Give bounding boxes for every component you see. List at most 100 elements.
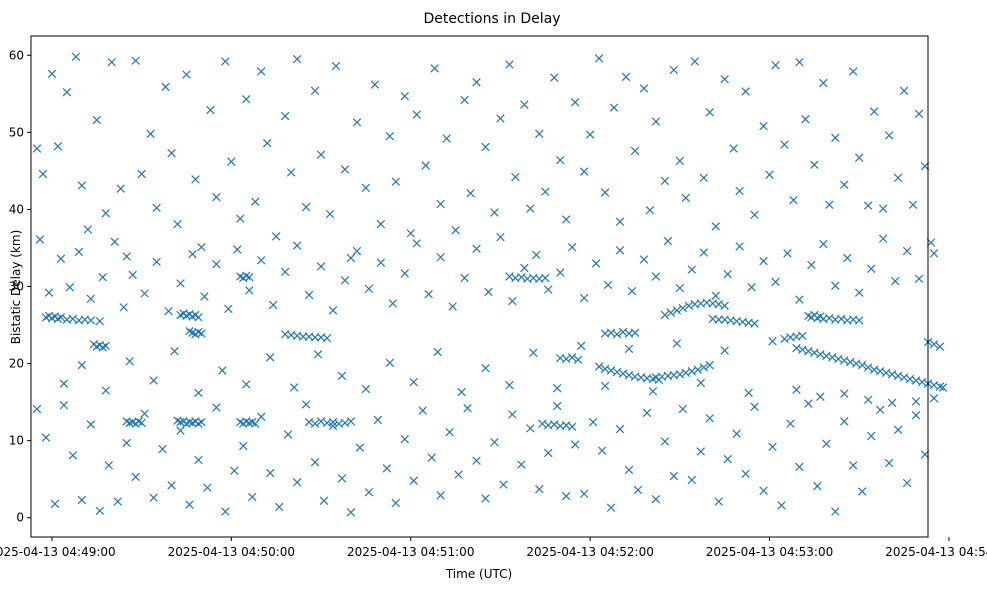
data-point: [38, 169, 48, 179]
data-point: [887, 370, 897, 379]
data-point: [526, 424, 535, 433]
data-point: [911, 376, 921, 385]
data-point: [759, 486, 768, 495]
data-point: [630, 328, 640, 337]
data-point: [472, 244, 481, 253]
data-point: [77, 181, 87, 190]
data-point: [672, 339, 682, 348]
data-point: [265, 353, 275, 362]
data-point: [720, 301, 729, 310]
data-point: [561, 491, 571, 501]
data-point: [454, 470, 463, 479]
data-point: [615, 424, 625, 434]
data-point: [212, 259, 221, 269]
data-point: [310, 333, 320, 342]
data-point: [520, 100, 529, 109]
data-point: [600, 381, 610, 391]
data-point: [472, 456, 481, 465]
data-point: [203, 483, 212, 492]
data-point: [257, 412, 266, 421]
data-point: [780, 334, 789, 344]
data-point: [161, 82, 170, 92]
data-point: [101, 386, 110, 395]
data-point: [905, 374, 915, 384]
data-point: [212, 192, 221, 202]
data-point: [759, 256, 768, 266]
data-point: [893, 371, 903, 381]
data-point: [846, 357, 855, 367]
data-point: [292, 478, 302, 487]
data-point: [935, 382, 945, 391]
data-point: [866, 431, 876, 441]
data-point: [678, 404, 688, 414]
data-point: [262, 138, 272, 148]
data-point: [316, 417, 326, 426]
data-point: [95, 506, 104, 516]
data-point: [430, 64, 439, 73]
data-point: [496, 232, 505, 242]
data-point: [508, 410, 517, 419]
data-point: [364, 488, 374, 497]
data-point: [573, 355, 583, 364]
data-point: [675, 283, 685, 293]
data-point: [663, 236, 673, 246]
data-point: [53, 141, 63, 151]
data-point: [433, 347, 442, 357]
data-point: [819, 239, 828, 249]
data-point: [283, 430, 293, 439]
data-point: [541, 187, 550, 196]
data-point: [729, 144, 738, 153]
data-point: [472, 78, 481, 87]
data-point: [594, 54, 604, 63]
data-point: [714, 300, 723, 309]
data-point: [113, 497, 122, 506]
data-point: [385, 358, 395, 368]
data-point: [804, 399, 813, 408]
data-point: [612, 367, 622, 377]
data-point: [576, 341, 586, 351]
data-point: [544, 448, 553, 458]
data-point: [798, 331, 807, 341]
y-axis-label: Bistatic Delay (km): [9, 230, 23, 345]
data-point: [128, 270, 137, 280]
data-point: [257, 256, 266, 265]
data-point: [319, 496, 329, 505]
data-point: [152, 203, 161, 213]
data-point: [346, 508, 356, 517]
data-point: [603, 280, 613, 290]
data-point: [869, 365, 879, 374]
data-point: [711, 222, 720, 231]
data-point: [570, 440, 580, 449]
data-point: [902, 478, 912, 488]
data-point: [594, 362, 604, 371]
data-point: [893, 425, 903, 435]
data-point: [831, 133, 840, 142]
data-point: [660, 310, 670, 320]
data-point: [567, 422, 577, 432]
data-point: [675, 370, 685, 379]
data-point: [813, 481, 822, 491]
data-point: [221, 507, 230, 516]
x-tick-label: 2025-04-13 04:50:00: [168, 545, 295, 559]
data-point: [466, 189, 475, 198]
data-point: [505, 60, 514, 69]
data-point: [556, 268, 565, 277]
data-point: [280, 267, 290, 277]
data-point: [624, 370, 634, 380]
data-point: [125, 357, 134, 366]
data-point: [496, 114, 505, 123]
data-point: [140, 289, 149, 298]
data-point: [421, 161, 430, 170]
data-point: [857, 360, 867, 370]
data-point: [167, 481, 176, 490]
data-point: [714, 315, 723, 324]
data-point: [146, 129, 155, 139]
data-point: [101, 209, 110, 218]
data-point: [41, 433, 51, 442]
data-point: [385, 131, 395, 141]
data-point: [535, 484, 544, 494]
data-point: [768, 337, 777, 346]
data-point: [651, 495, 661, 504]
data-point: [798, 345, 807, 354]
data-point: [95, 316, 104, 326]
